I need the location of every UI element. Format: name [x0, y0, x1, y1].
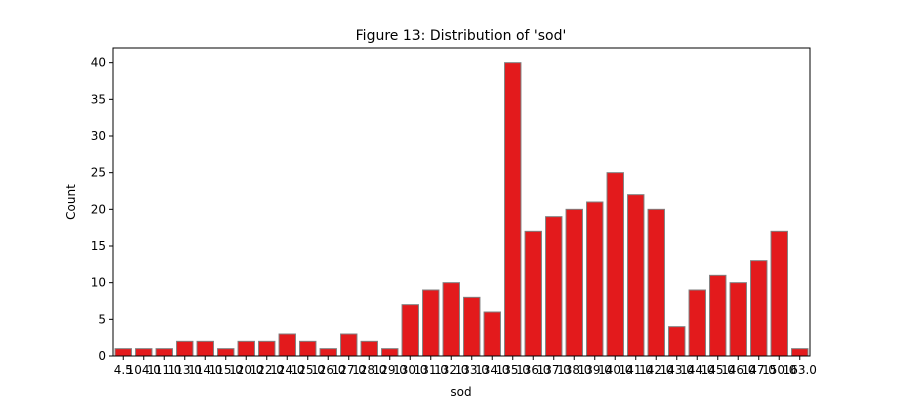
x-tick-label: 144.0: [680, 363, 714, 377]
x-tick-label: 146.0: [721, 363, 755, 377]
x-tick-label: 136.0: [516, 363, 550, 377]
x-tick-label: 131.0: [414, 363, 448, 377]
x-tick-label: 138.0: [557, 363, 591, 377]
x-tick-label: 122.0: [250, 363, 284, 377]
bar: [586, 201, 604, 357]
bar: [319, 348, 337, 357]
bar: [278, 333, 296, 357]
x-tick-label: 139.0: [578, 363, 612, 377]
y-axis-ticks: 0 5 10 15 20 25 30 35 40: [91, 56, 113, 363]
y-tick-label: 5: [98, 312, 106, 326]
bar: [791, 348, 809, 357]
bar: [463, 296, 481, 357]
bar: [237, 340, 255, 357]
y-tick-label: 40: [91, 56, 106, 70]
x-tick-label: 145.0: [701, 363, 735, 377]
bar: [176, 340, 194, 357]
x-tick-label: 134.0: [475, 363, 509, 377]
bar: [422, 289, 440, 357]
x-tick-label: 111.0: [147, 363, 181, 377]
y-tick-label: 10: [91, 276, 106, 290]
bar: [647, 208, 665, 357]
bar: [565, 208, 583, 357]
bar: [258, 340, 276, 357]
bar: [729, 282, 747, 357]
x-tick-label: 132.0: [434, 363, 468, 377]
bar: [545, 216, 563, 357]
x-tick-label: 128.0: [352, 363, 386, 377]
bar: [442, 282, 460, 357]
x-tick-label: 129.0: [373, 363, 407, 377]
y-axis-label: Count: [64, 184, 78, 220]
bar: [606, 172, 624, 357]
bar: [196, 340, 214, 357]
bar: [155, 348, 173, 357]
bar: [709, 274, 727, 357]
bars-group: [114, 62, 809, 357]
x-tick-label: 4.5: [114, 363, 133, 377]
x-tick-label: 125.0: [291, 363, 325, 377]
y-tick-label: 30: [91, 129, 106, 143]
bar: [770, 230, 788, 357]
x-tick-label: 141.0: [619, 363, 653, 377]
x-tick-label: 104.0: [127, 363, 161, 377]
bar: [750, 260, 768, 357]
x-tick-label: 137.0: [537, 363, 571, 377]
x-tick-label: 140.0: [598, 363, 632, 377]
bar: [381, 348, 399, 357]
x-tick-label: 127.0: [332, 363, 366, 377]
bar: [627, 194, 645, 357]
chart-title: Figure 13: Distribution of 'sod': [356, 28, 567, 44]
x-tick-label: 147.0: [742, 363, 776, 377]
x-tick-label: 114.0: [188, 363, 222, 377]
bar: [114, 348, 132, 357]
bar: [217, 348, 235, 357]
x-tick-label: 150.0: [762, 363, 796, 377]
plot-frame: [112, 47, 811, 357]
x-tick-label: 113.0: [168, 363, 202, 377]
y-tick-label: 20: [91, 202, 106, 216]
bar: [299, 340, 317, 357]
x-tick-label: 163.0: [783, 363, 817, 377]
x-tick-label: 143.0: [660, 363, 694, 377]
bar: [668, 326, 686, 357]
x-tick-label: 115.0: [209, 363, 243, 377]
bar: [688, 289, 706, 357]
bar: [360, 340, 378, 357]
bar: [504, 62, 522, 357]
x-tick-label: 130.0: [393, 363, 427, 377]
bar: [401, 304, 419, 357]
bar: [340, 333, 358, 357]
y-tick-label: 0: [98, 349, 106, 363]
y-tick-label: 35: [91, 92, 106, 106]
x-axis-ticks: 4.5104.0111.0113.0114.0115.0120.0122.012…: [114, 356, 817, 377]
y-tick-label: 25: [91, 166, 106, 180]
bar: [524, 230, 542, 357]
x-tick-label: 124.0: [270, 363, 304, 377]
x-tick-label: 120.0: [229, 363, 263, 377]
x-tick-label: 142.0: [639, 363, 673, 377]
x-tick-label: 133.0: [455, 363, 489, 377]
x-tick-label: 126.0: [311, 363, 345, 377]
x-tick-label: 135.0: [496, 363, 530, 377]
y-tick-label: 15: [91, 239, 106, 253]
bar: [135, 348, 153, 357]
x-axis-label: sod: [450, 385, 471, 399]
bar: [483, 311, 501, 357]
